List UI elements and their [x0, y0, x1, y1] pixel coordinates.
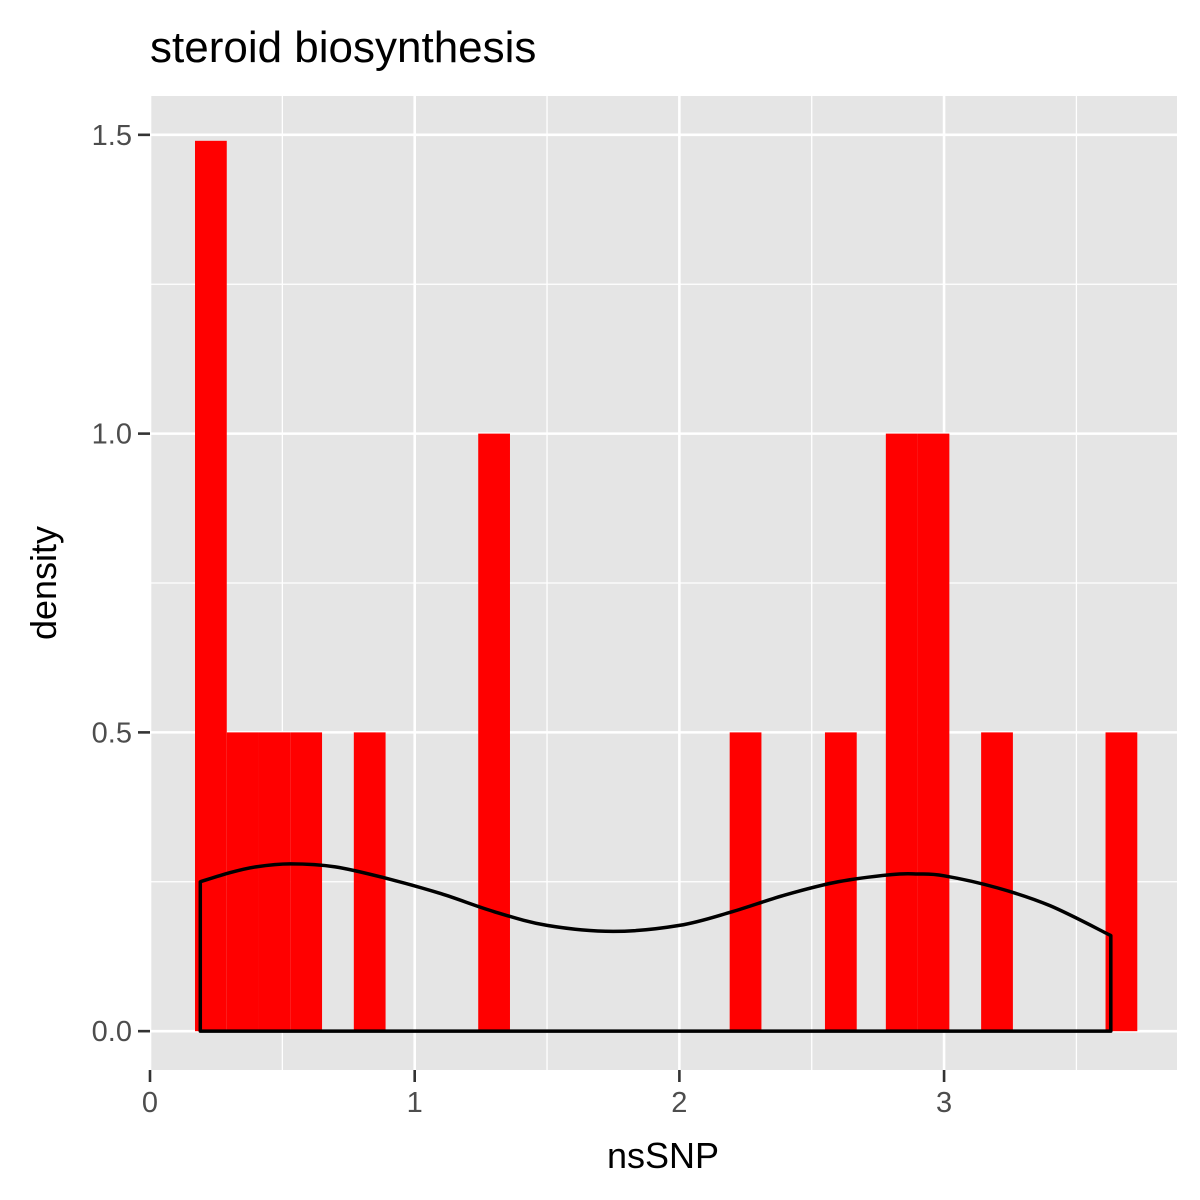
y-axis-title: density — [23, 526, 64, 640]
histogram-bar — [478, 433, 510, 1032]
y-tick-label: 0.0 — [92, 1016, 132, 1048]
histogram-bar — [353, 732, 386, 1032]
histogram-bar — [981, 732, 1013, 1032]
y-tick-label: 0.5 — [92, 717, 132, 749]
histogram-bar — [290, 732, 323, 1032]
axes: 0 1 2 3 0.0 0.5 1.0 1.5 — [92, 120, 952, 1119]
histogram-bar — [729, 732, 762, 1032]
chart-title: steroid biosynthesis — [150, 23, 536, 72]
density-curve-line — [198, 862, 1113, 1033]
x-axis-title: nsSNP — [607, 1135, 719, 1176]
histogram-bars — [194, 140, 1138, 1032]
histogram-bar — [917, 433, 950, 1032]
x-tick-label: 3 — [936, 1087, 952, 1119]
density-curve — [198, 862, 1113, 1033]
histogram-bar — [885, 433, 918, 1032]
y-tick-label: 1.5 — [92, 120, 132, 152]
x-tick-label: 0 — [142, 1087, 158, 1119]
histogram-bar — [226, 732, 259, 1032]
x-tick-label: 1 — [407, 1087, 423, 1119]
histogram-bar — [258, 732, 291, 1032]
y-tick-label: 1.0 — [92, 419, 132, 451]
x-tick-label: 2 — [671, 1087, 687, 1119]
